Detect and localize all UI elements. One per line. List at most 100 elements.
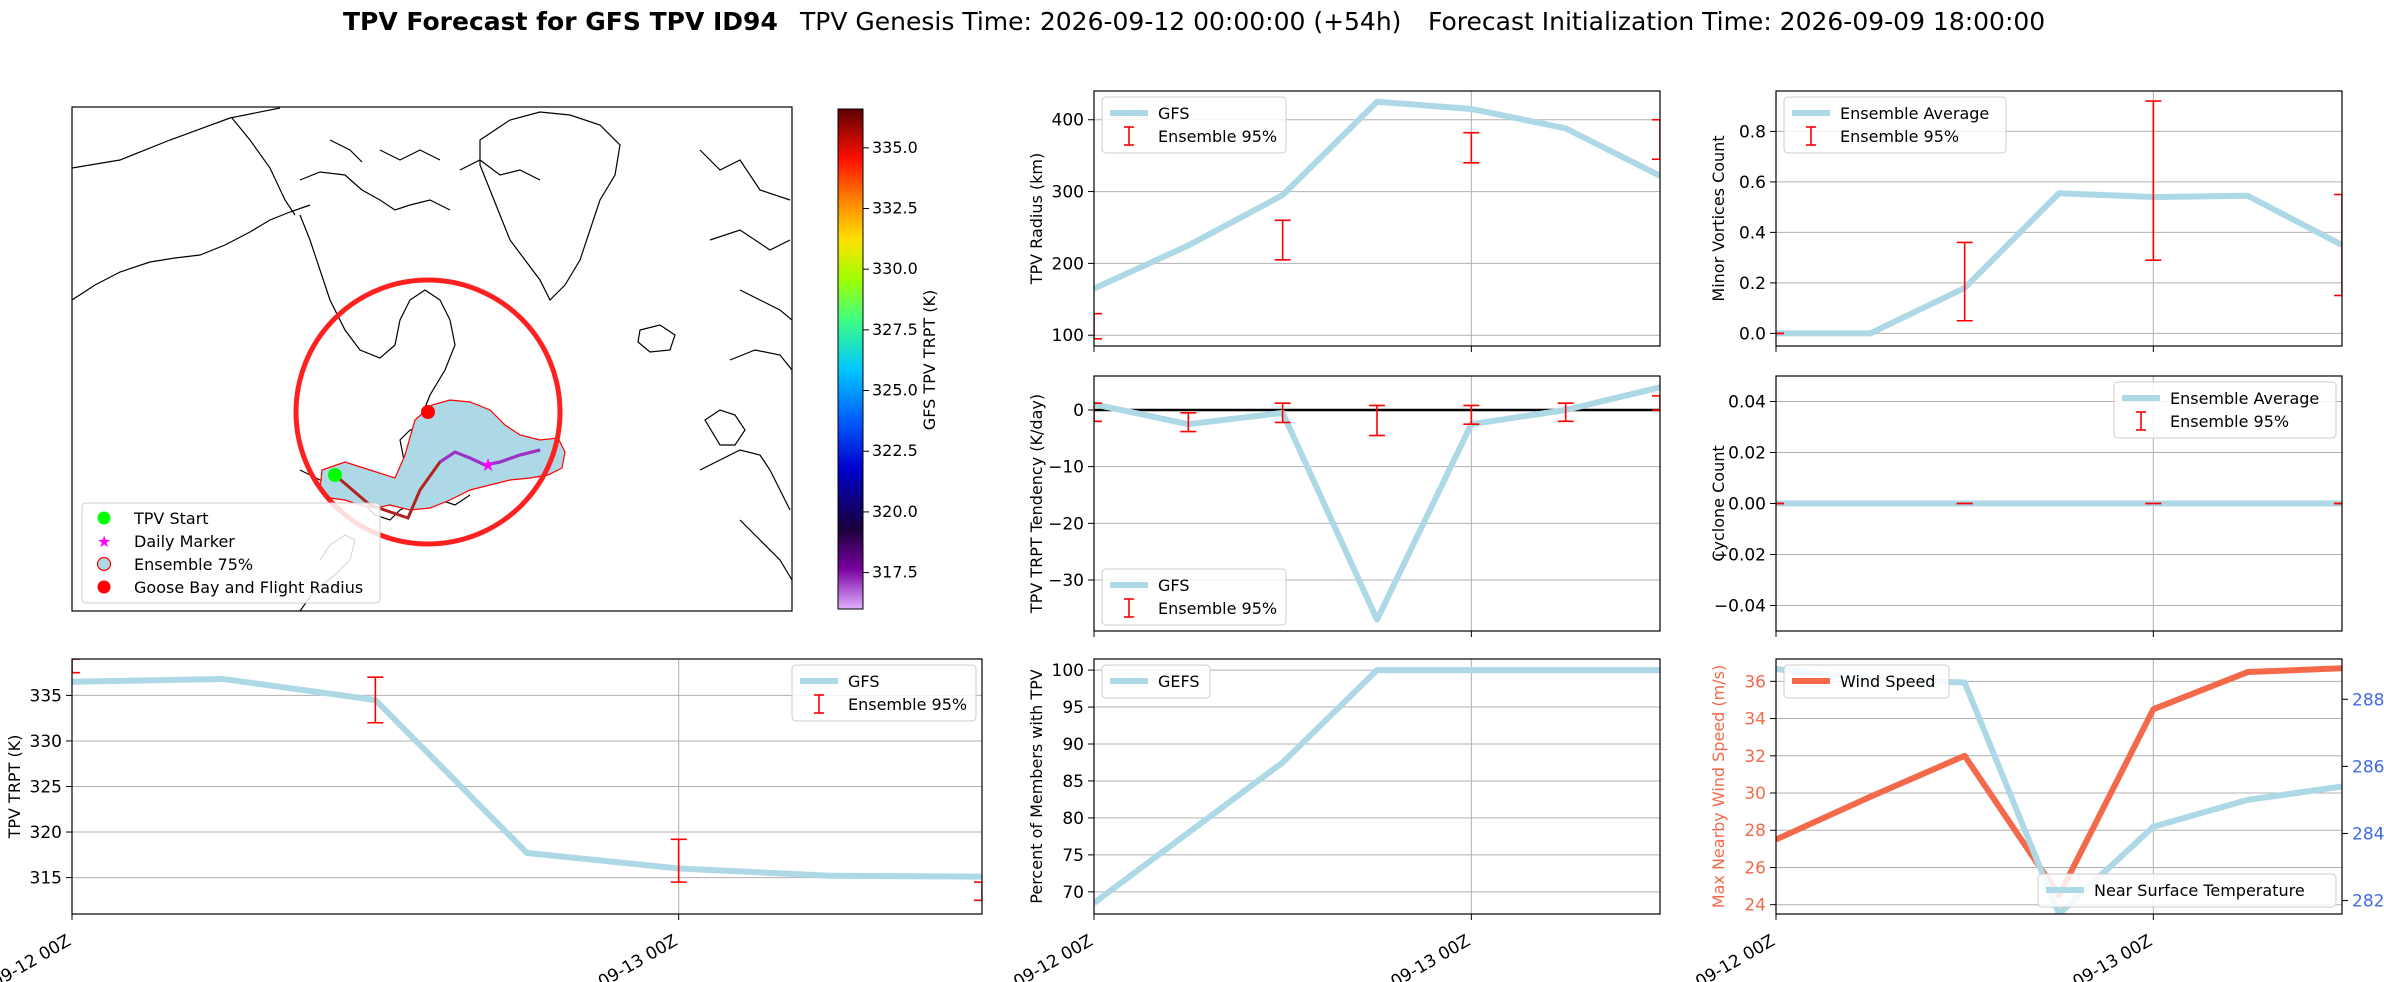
legend-ensemble-75: Ensemble 75%	[134, 555, 253, 574]
y-tick-label: 0	[1073, 401, 1084, 421]
y-axis-label: Max Nearby Wind Speed (m/s)	[1709, 665, 1728, 908]
y-tick-label: −0.04	[1714, 597, 1766, 617]
y-axis-label: Cyclone Count	[1709, 445, 1728, 561]
colorbar-tick-label: 335.0	[872, 138, 918, 157]
legend-label: Ensemble 95%	[1158, 599, 1277, 618]
legend-label: Ensemble Average	[2170, 389, 2319, 408]
legend-tpv-start-icon	[97, 511, 111, 525]
map-coastline-alaska	[72, 204, 311, 301]
y-tick-label: 200	[1052, 254, 1084, 274]
y-tick-label: 100	[1052, 661, 1084, 681]
legend-label: Near Surface Temperature	[2094, 881, 2305, 900]
map-border-line	[72, 107, 296, 216]
legend-label: Wind Speed	[1840, 672, 1935, 691]
y-tick-label: 30	[1744, 784, 1766, 804]
y-tick-label: 95	[1062, 698, 1084, 718]
tpv-track-colored	[439, 448, 541, 467]
y-axis-label: Percent of Members with TPV	[1027, 669, 1046, 903]
x-tick-label: 09-12 00Z	[1010, 931, 1096, 982]
y-axis-label: TPV TRPT (K)	[5, 735, 24, 840]
legend-label: GEFS	[1158, 672, 1200, 691]
legend-daily-marker: Daily Marker	[134, 532, 235, 551]
chart-minor: 0.0 0.2 0.4 0.6 0.8 Minor Vortices Count Ensem…	[1709, 90, 2343, 352]
y-tick-label-right: 282	[2352, 892, 2384, 912]
y-tick-label: 28	[1744, 821, 1766, 841]
colorbar-tick-label: 320.0	[872, 502, 918, 521]
legend-box	[1783, 96, 2007, 154]
legend-goose-bay-icon	[97, 580, 111, 594]
chart-frame	[1775, 658, 2343, 915]
y-tick-label: 315	[30, 869, 62, 889]
y-axis-label: TPV Radius (km)	[1027, 153, 1046, 286]
y-tick-label: −10	[1048, 458, 1084, 478]
y-tick-label: 34	[1744, 710, 1766, 730]
y-tick-label: −20	[1048, 514, 1084, 534]
goose-bay-marker	[421, 405, 435, 419]
chart-frame	[1093, 90, 1661, 347]
chart-trpt: 315 320 325 330 335 09-12 00Z 09-13 00Z TPV TRP…	[0, 658, 983, 982]
colorbar-tick-label: 332.5	[872, 199, 918, 218]
y-tick-label: 26	[1744, 858, 1766, 878]
y-tick-label: 36	[1744, 672, 1766, 692]
legend-label: Ensemble 95%	[2170, 412, 2289, 431]
y-tick-label: 75	[1062, 846, 1084, 866]
chart-radius: 100 200 300 400 TPV Radius (km) GFS Ensemble 9…	[1027, 90, 1661, 352]
chart-plot-area	[72, 659, 982, 902]
y-tick-label: 320	[30, 823, 62, 843]
y-axis-label: Minor Vortices Count	[1709, 135, 1728, 301]
map-legend: TPV Start ★ Daily Marker Ensemble 75% Go…	[81, 502, 381, 604]
y-tick-label: 0.6	[1739, 173, 1766, 193]
y-tick-label: 325	[30, 778, 62, 798]
legend-label: GFS	[1158, 104, 1189, 123]
chart-frame	[1093, 658, 1661, 915]
legend-label: Ensemble 95%	[1840, 127, 1959, 146]
x-tick-label: 09-13 00Z	[2070, 931, 2156, 982]
y-tick-label: 80	[1062, 809, 1084, 829]
map-panel: ★ TPV Start ★ Daily Marker Ensemble 75% …	[71, 106, 939, 612]
map-coastline-arctic	[299, 139, 541, 211]
chart-plot-area	[1094, 667, 1660, 906]
legend-box	[2037, 873, 2337, 908]
x-tick-label: 09-12 00Z	[1692, 931, 1778, 982]
flight-radius-circle	[293, 277, 563, 547]
colorbar-tick-label: 317.5	[872, 563, 918, 582]
chart-plot-area	[1776, 100, 2342, 337]
chart-legend: Ensemble Average Ensemble 95%	[2113, 381, 2337, 439]
y-tick-label: 0.0	[1739, 324, 1766, 344]
legend-label: Ensemble Average	[1840, 104, 1989, 123]
colorbar-tick-label: 322.5	[872, 441, 918, 460]
figure-title-bold: TPV Forecast for GFS TPV ID94	[343, 7, 778, 36]
colorbar-tick-label: 325.0	[872, 381, 918, 400]
y-tick-label: 400	[1052, 111, 1084, 131]
legend-box	[1783, 664, 1950, 699]
series-line-wind-speed	[1776, 665, 2342, 899]
chart-frame	[1775, 90, 2343, 347]
chart-legend: Near Surface Temperature	[2037, 873, 2337, 908]
chart-legend: Wind Speed	[1783, 664, 1950, 699]
legend-label: GFS	[848, 672, 879, 691]
y-tick-label: 0.00	[1728, 495, 1766, 515]
y-tick-label: 100	[1052, 326, 1084, 346]
chart-frame	[1093, 375, 1661, 632]
chart-members: 70 75 80 85 90 95 100 09-12 00Z 09-13 00Z Percent…	[1010, 658, 1661, 982]
y-tick-label-right: 286	[2352, 757, 2384, 777]
x-tick-label: 09-13 00Z	[595, 931, 681, 982]
legend-daily-marker-icon: ★	[97, 532, 111, 551]
chart-frame	[71, 658, 983, 915]
y-tick-label: 0.2	[1739, 274, 1766, 294]
figure-title-genesis: TPV Genesis Time: 2026-09-12 00:00:00 (+…	[799, 7, 1401, 36]
series-line-ensemble-average	[1776, 190, 2342, 337]
chart-plot-area	[1094, 384, 1660, 623]
y-tick-label: 0.4	[1739, 223, 1766, 243]
y-tick-label: 32	[1744, 747, 1766, 767]
y-tick-label: 90	[1062, 735, 1084, 755]
y-tick-label: −0.02	[1714, 546, 1766, 566]
figure-title-init: Forecast Initialization Time: 2026-09-09…	[1428, 7, 2045, 36]
y-tick-label: 70	[1062, 883, 1084, 903]
tpv-start-marker	[328, 468, 342, 482]
legend-tpv-start: TPV Start	[133, 509, 209, 528]
chart-wind: 24 26 28 30 32 34 36 09-12 00Z 09-13 00Z Max Near…	[1692, 658, 2384, 982]
y-tick-label: 330	[30, 732, 62, 752]
colorbar-label: GFS TPV TRPT (K)	[920, 290, 939, 430]
